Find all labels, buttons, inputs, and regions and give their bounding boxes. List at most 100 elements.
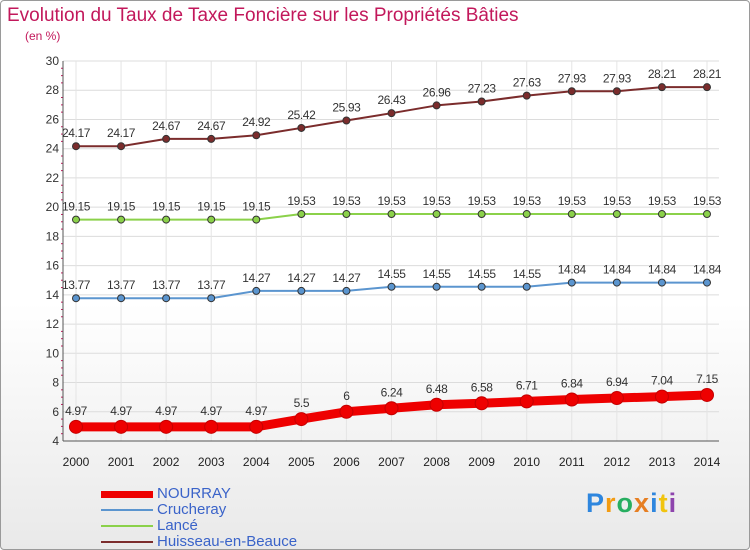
data-point [657, 278, 666, 287]
data-point [700, 387, 714, 402]
x-tick-label: 2000 [63, 455, 90, 469]
legend-label: Lancé [157, 517, 198, 534]
data-label: 14.55 [468, 267, 497, 281]
data-point [252, 215, 261, 224]
data-label: 26.96 [423, 85, 452, 99]
data-label: 14.84 [558, 263, 587, 277]
y-tick-label: 6 [52, 405, 59, 419]
data-point [432, 282, 441, 291]
data-point [117, 215, 126, 224]
brand-letter: t [658, 488, 669, 518]
data-point [207, 215, 216, 224]
data-point [252, 286, 261, 295]
data-point [519, 394, 534, 409]
brand-letter: r [605, 488, 617, 518]
chart-title: Evolution du Taux de Taxe Foncière sur l… [7, 5, 519, 26]
data-point [477, 210, 486, 219]
data-label: 28.21 [648, 67, 677, 81]
brand-letter: P [586, 488, 606, 518]
data-label: 13.77 [62, 278, 91, 292]
data-label: 19.53 [513, 194, 542, 208]
data-label: 19.53 [468, 194, 497, 208]
data-point [432, 210, 441, 219]
x-tick-label: 2001 [108, 455, 135, 469]
data-label: 24.67 [197, 119, 226, 133]
data-point [703, 210, 711, 219]
data-point [162, 215, 171, 224]
data-point [429, 397, 444, 412]
data-point [69, 419, 83, 434]
legend-item: Huisseau-en-Beauce [101, 533, 361, 550]
data-label: 19.15 [242, 200, 271, 214]
y-tick-label: 18 [46, 229, 60, 243]
data-label: 19.53 [693, 194, 722, 208]
data-point [654, 389, 669, 404]
data-point [249, 419, 264, 434]
data-point [477, 282, 486, 291]
legend-item: Lancé [101, 517, 361, 534]
data-point [114, 419, 129, 434]
y-tick-label: 22 [46, 171, 60, 185]
data-label: 14.84 [693, 263, 722, 277]
data-point [162, 294, 171, 303]
data-label: 24.17 [107, 126, 136, 140]
data-point [342, 286, 351, 295]
legend-item: NOURRAY [101, 485, 361, 502]
legend-label: NOURRAY [157, 485, 231, 502]
y-tick-label: 8 [52, 376, 59, 390]
data-point [207, 134, 216, 143]
data-label: 14.27 [332, 271, 361, 285]
data-point [297, 210, 306, 219]
data-label: 14.84 [648, 263, 677, 277]
y-tick-label: 24 [46, 142, 60, 156]
y-tick-label: 16 [46, 259, 60, 273]
data-label: 25.42 [287, 108, 316, 122]
data-label: 27.63 [513, 76, 542, 90]
data-point [612, 278, 621, 287]
data-point [522, 282, 531, 291]
data-point [522, 210, 531, 219]
data-point [703, 83, 711, 92]
data-point [384, 401, 399, 416]
legend-swatch [101, 509, 153, 511]
legend-label: Crucheray [157, 501, 227, 518]
y-tick-label: 12 [46, 317, 60, 331]
data-label: 24.67 [152, 119, 181, 133]
data-label: 4.97 [155, 404, 177, 418]
data-label: 14.55 [423, 267, 452, 281]
data-label: 24.92 [242, 115, 271, 129]
x-tick-label: 2004 [243, 455, 270, 469]
legend-label: Huisseau-en-Beauce [157, 533, 298, 550]
x-tick-label: 2008 [423, 455, 450, 469]
plot-area: 4 6 8 10 12 14 16 18 20 22 24 26 28 30 2000 2001 2002 200… [46, 54, 722, 469]
data-point [567, 210, 576, 219]
data-label: 14.84 [603, 263, 632, 277]
data-point [252, 131, 261, 140]
data-point [387, 282, 396, 291]
x-tick-label: 2012 [604, 455, 631, 469]
data-label: 13.77 [197, 278, 226, 292]
x-tick-label: 2007 [378, 455, 405, 469]
y-tick-label: 30 [46, 54, 60, 68]
data-label: 13.77 [107, 278, 136, 292]
legend: NOURRAY Crucheray Lancé Huisseau-en-Beauce [101, 485, 361, 550]
data-label: 6.58 [471, 380, 493, 394]
data-label: 19.53 [287, 194, 316, 208]
data-point [657, 83, 666, 92]
data-label: 14.27 [242, 271, 271, 285]
data-label: 14.27 [287, 271, 316, 285]
data-point [657, 210, 666, 219]
x-tick-label: 2005 [288, 455, 315, 469]
data-label: 4.97 [110, 404, 132, 418]
data-point [117, 142, 126, 151]
data-point [567, 278, 576, 287]
data-label: 19.15 [107, 200, 136, 214]
brand-letter: i [668, 488, 678, 518]
data-label: 24.17 [62, 126, 91, 140]
data-point [297, 123, 306, 132]
data-label: 19.53 [332, 194, 361, 208]
data-point [342, 116, 351, 125]
x-tick-label: 2003 [198, 455, 225, 469]
data-point [204, 419, 219, 434]
